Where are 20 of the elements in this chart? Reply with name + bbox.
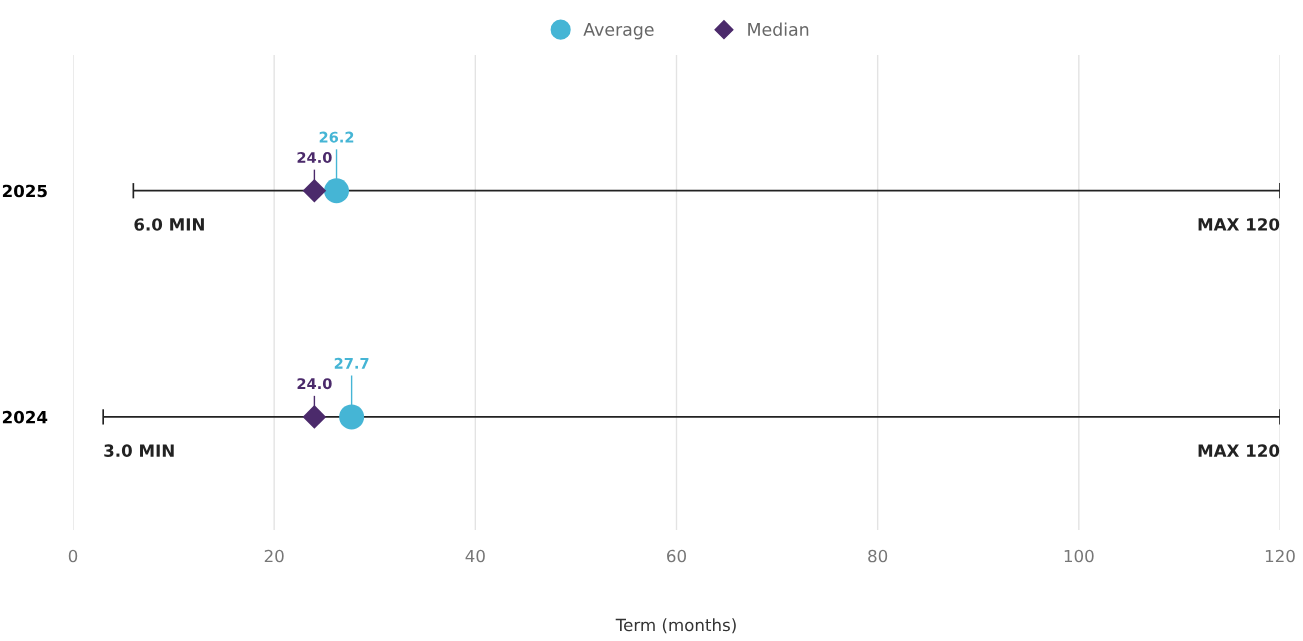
x-tick-label: 60 — [667, 549, 686, 563]
x-tick-label: 20 — [264, 549, 284, 563]
data-label: 24.0 — [297, 151, 332, 164]
x-tick-label: 120 — [1265, 549, 1295, 563]
annotation: 3.0 MIN — [104, 444, 174, 457]
x-tick-label: 0 — [68, 549, 78, 563]
legend-label: Average — [583, 23, 654, 40]
x-axis-title: Term (months) — [615, 618, 736, 634]
data-label: 24.0 — [297, 378, 332, 390]
x-tick-label: 80 — [868, 549, 888, 563]
annotation: MAX 120 — [1198, 444, 1280, 457]
x-tick-label: 40 — [465, 549, 485, 563]
x-tick-label: 100 — [1064, 549, 1094, 563]
annotation: 6.0 MIN — [134, 218, 204, 231]
y-tick-label: 2024 — [2, 410, 48, 424]
y-tick-label: 2025 — [2, 184, 47, 198]
annotation: MAX 120 — [1198, 218, 1280, 231]
data-label: 27.7 — [334, 357, 369, 369]
data-label: 26.2 — [319, 131, 354, 143]
legend-label: Median — [748, 22, 809, 37]
